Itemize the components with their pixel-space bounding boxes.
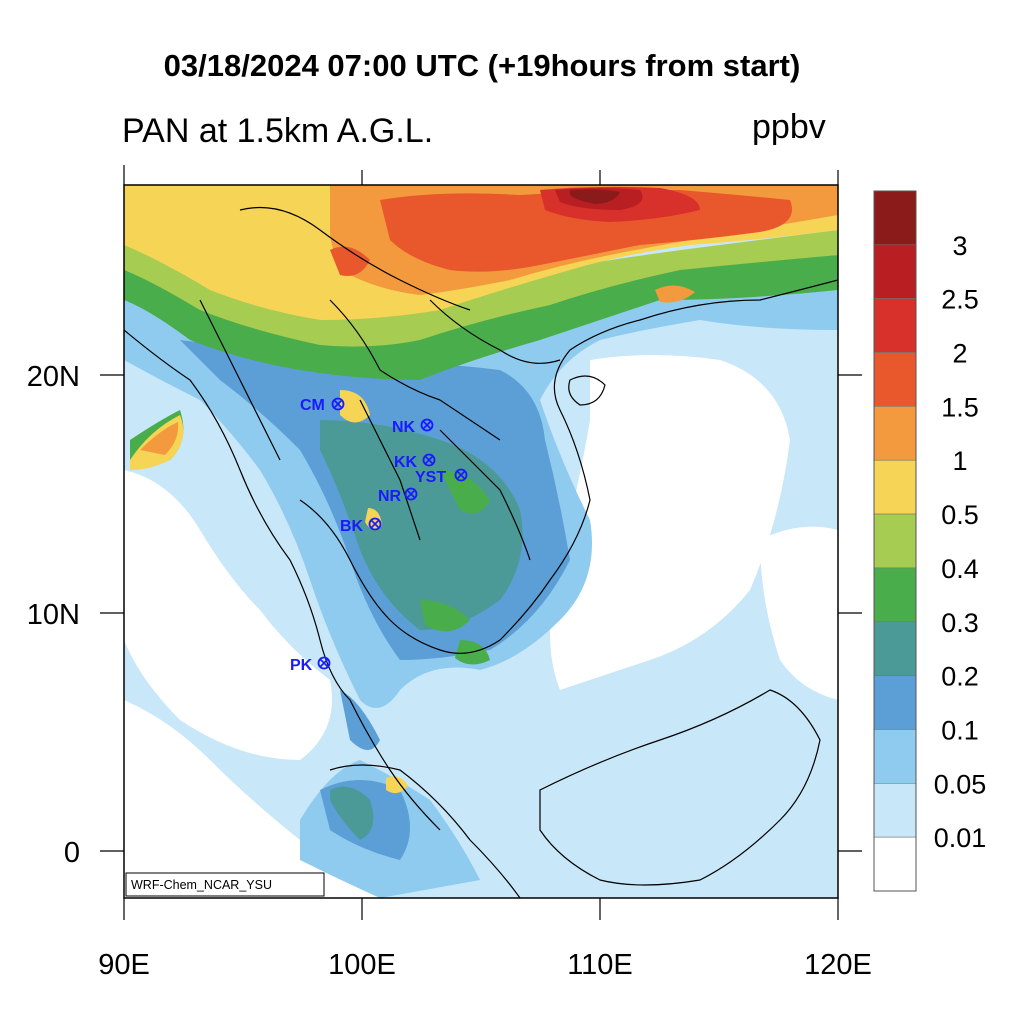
x-axis-label-120e: 120E bbox=[804, 949, 872, 981]
colorbar-label: 2 bbox=[952, 339, 967, 369]
station-label-bk: BK bbox=[340, 518, 364, 535]
colorbar-swatch bbox=[873, 459, 917, 515]
colorbar-swatch bbox=[873, 406, 917, 461]
station-label-nk: NK bbox=[392, 419, 416, 436]
credit-box bbox=[125, 872, 325, 897]
colorbar-label: 0.01 bbox=[934, 823, 987, 853]
station-label-yst: YST bbox=[415, 469, 446, 486]
station-marker-icon bbox=[404, 487, 418, 501]
colorbar-swatch bbox=[873, 729, 917, 784]
x-axis-label-90e: 90E bbox=[98, 949, 150, 981]
colorbar-label: 1 bbox=[952, 446, 967, 476]
coastlines-and-borders bbox=[124, 207, 838, 898]
colorbar-label: 1.5 bbox=[941, 392, 979, 422]
x-axis-label-100e: 100E bbox=[328, 949, 396, 981]
y-axis-label-10n: 10N bbox=[27, 599, 80, 631]
station-marker-icon bbox=[420, 418, 434, 432]
colorbar-swatch bbox=[873, 675, 917, 730]
colorbar-label: 0.1 bbox=[941, 715, 979, 745]
station-label-pk: PK bbox=[290, 657, 313, 674]
station-yst: YST bbox=[415, 468, 468, 486]
colorbar-label: 0.5 bbox=[941, 500, 979, 530]
colorbar-label: 2.5 bbox=[941, 285, 979, 315]
station-label-cm: CM bbox=[300, 397, 325, 414]
map-title: 03/18/2024 07:00 UTC (+19hours from star… bbox=[163, 48, 801, 83]
colorbar-frame bbox=[873, 190, 917, 892]
station-marker-icon bbox=[317, 656, 331, 670]
station-label-nr: NR bbox=[378, 488, 402, 505]
y-axis-label-20n: 20N bbox=[27, 361, 80, 393]
axis-ticks bbox=[100, 165, 862, 920]
colorbar-swatch bbox=[873, 783, 917, 838]
station-nk: NK bbox=[392, 418, 434, 436]
x-axis-label-110e: 110E bbox=[567, 949, 633, 981]
station-kk: KK bbox=[394, 453, 436, 471]
colorbar-swatch bbox=[873, 513, 917, 569]
concentration-field bbox=[124, 185, 838, 898]
colorbar-swatch bbox=[873, 244, 917, 299]
colorbar-label: 0.2 bbox=[941, 662, 979, 692]
colorbar-swatch bbox=[873, 190, 917, 246]
station-cm: CM bbox=[300, 397, 345, 414]
colorbar-swatch bbox=[873, 352, 917, 407]
units-label: ppbv bbox=[752, 108, 826, 146]
y-axis-label-0: 0 bbox=[64, 837, 80, 869]
station-nr: NR bbox=[378, 487, 418, 505]
colorbar-swatch bbox=[873, 567, 917, 623]
station-label-kk: KK bbox=[394, 454, 418, 471]
colorbar-swatch bbox=[873, 298, 917, 353]
station-marker-icon bbox=[422, 453, 436, 467]
colorbar-label: 0.3 bbox=[941, 608, 979, 638]
colorbar-label: 0.4 bbox=[941, 554, 979, 584]
station-markers: CM NK KK YST NR BK P bbox=[290, 397, 468, 674]
variable-subtitle: PAN at 1.5km A.G.L. bbox=[122, 112, 434, 150]
colorbar: 3 2.5 2 1.5 1 0.5 0.4 0.3 0.2 0.1 0.05 0.01 bbox=[873, 190, 987, 892]
station-marker-icon bbox=[368, 517, 382, 531]
colorbar-label: 3 bbox=[952, 231, 967, 261]
colorbar-swatch bbox=[873, 836, 917, 892]
station-pk: PK bbox=[290, 656, 331, 674]
station-marker-icon bbox=[454, 468, 468, 482]
map-frame bbox=[123, 184, 839, 899]
credit-text: WRF-Chem_NCAR_YSU bbox=[131, 878, 272, 892]
colorbar-swatch bbox=[873, 621, 917, 676]
colorbar-label: 0.05 bbox=[934, 769, 987, 799]
station-marker-icon bbox=[331, 397, 345, 411]
station-bk: BK bbox=[340, 517, 382, 535]
